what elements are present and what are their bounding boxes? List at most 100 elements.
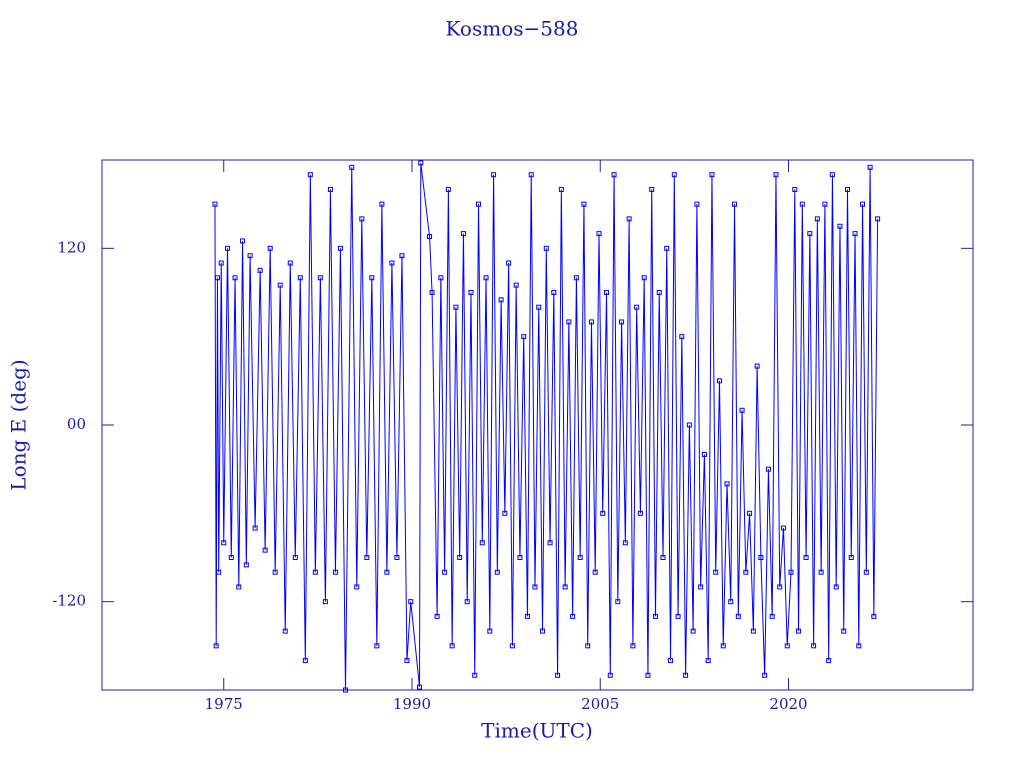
point-marker [833, 584, 839, 590]
point-marker [683, 672, 689, 678]
x-tick-label: 2020 [769, 695, 807, 713]
point-marker [408, 599, 414, 605]
point-marker [649, 186, 655, 192]
point-marker [389, 260, 395, 266]
chart-title: Kosmos−588 [446, 17, 579, 41]
point-marker [262, 547, 268, 553]
point-marker [240, 238, 246, 244]
point-marker [660, 555, 666, 560]
x-tick-label: 1990 [393, 695, 431, 713]
point-marker [221, 540, 227, 546]
point-marker [777, 584, 783, 590]
point-marker [585, 643, 591, 649]
point-marker [272, 569, 278, 575]
point-marker [521, 334, 527, 340]
point-marker [592, 569, 598, 575]
point-marker [634, 304, 640, 310]
point-marker [517, 555, 523, 560]
x-axis-label: Time(UTC) [481, 719, 593, 743]
point-marker [252, 525, 258, 531]
point-marker [312, 569, 318, 575]
point-marker [468, 290, 474, 295]
point-marker [212, 201, 218, 207]
point-marker [701, 451, 707, 457]
point-marker [449, 643, 455, 649]
y-tick-label: -120 [52, 592, 86, 610]
point-marker [494, 569, 500, 575]
point-marker [860, 201, 866, 207]
point-marker [558, 186, 564, 192]
point-marker [236, 584, 242, 590]
point-marker [213, 643, 219, 649]
point-marker [404, 658, 410, 664]
point-marker [619, 319, 625, 325]
point-marker [615, 599, 621, 605]
point-marker [570, 613, 576, 619]
point-marker [551, 290, 557, 295]
point-marker [588, 319, 594, 325]
point-marker [228, 555, 234, 560]
point-marker [822, 201, 828, 207]
point-marker [566, 319, 572, 325]
point-marker [818, 569, 824, 575]
point-marker [257, 267, 263, 273]
point-marker [218, 260, 224, 266]
point-marker [705, 658, 711, 664]
point-marker [686, 422, 692, 428]
point-marker [472, 672, 478, 678]
point-marker [460, 231, 466, 237]
point-marker [668, 658, 674, 664]
point-marker [773, 172, 779, 178]
point-marker [743, 569, 749, 575]
point-marker [803, 555, 809, 560]
point-marker [724, 481, 730, 487]
point-marker [796, 628, 802, 634]
point-marker [762, 672, 768, 678]
point-marker [322, 599, 328, 605]
point-marker [418, 160, 424, 166]
point-marker [506, 260, 512, 266]
point-marker [863, 569, 869, 575]
point-marker [577, 555, 583, 560]
point-marker [282, 628, 288, 634]
point-marker [573, 275, 579, 281]
point-marker [641, 275, 647, 281]
point-marker [429, 290, 435, 295]
point-marker [216, 569, 222, 575]
point-marker [417, 684, 423, 690]
point-marker [302, 658, 308, 664]
point-marker [867, 164, 873, 170]
series-line [214, 162, 879, 691]
point-marker [622, 540, 628, 546]
point-marker [604, 290, 610, 295]
point-marker [509, 643, 515, 649]
point-marker [479, 540, 485, 546]
point-marker [243, 562, 249, 568]
point-marker [844, 186, 850, 192]
point-marker [671, 172, 677, 178]
point-marker [394, 555, 400, 560]
point-marker [327, 186, 333, 192]
point-marker [427, 234, 433, 240]
point-marker [814, 216, 820, 222]
point-marker [214, 275, 220, 281]
point-marker [807, 231, 813, 237]
point-marker [837, 223, 843, 229]
point-marker [645, 672, 651, 678]
point-marker [524, 613, 530, 619]
point-marker [769, 613, 775, 619]
point-marker [384, 569, 390, 575]
point-marker [369, 275, 375, 281]
point-marker [342, 687, 348, 693]
point-marker [652, 613, 658, 619]
point-marker [600, 510, 606, 516]
point-marker [277, 282, 283, 288]
point-marker [811, 643, 817, 649]
point-marker [476, 201, 482, 207]
point-marker [399, 253, 405, 259]
point-marker [750, 628, 756, 634]
point-marker [675, 613, 681, 619]
point-marker [690, 628, 696, 634]
point-marker [491, 172, 497, 178]
